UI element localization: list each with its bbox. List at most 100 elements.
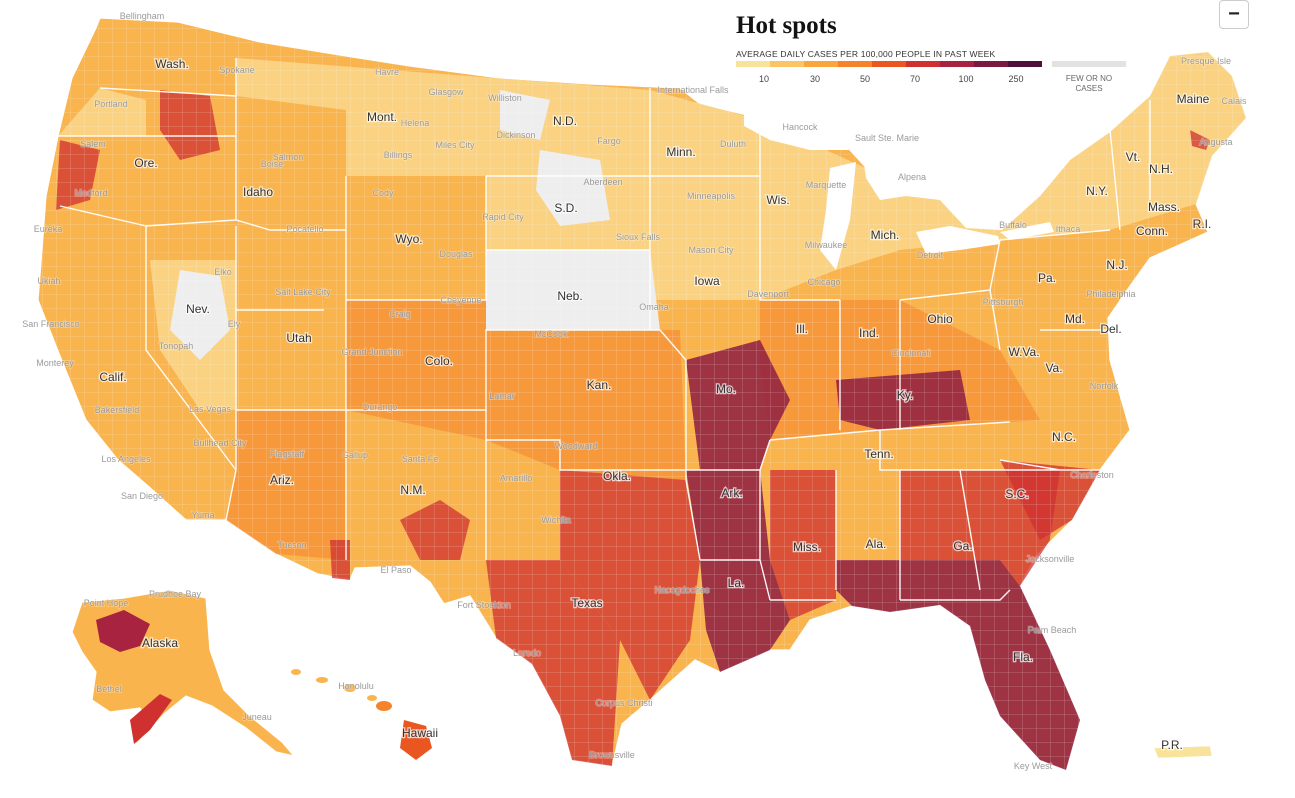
city-label: Glasgow [428,87,464,97]
city-label: Ithaca [1056,224,1081,234]
city-label: Prudhoe Bay [149,589,202,599]
city-label: Craig [389,309,411,319]
city-label: Calais [1221,96,1247,106]
state-label: Ohio [927,312,953,326]
city-label: Grand Junction [341,347,402,357]
state-label: Minn. [666,145,695,159]
legend-swatch [770,61,804,67]
city-label: Jacksonville [1026,554,1075,564]
city-label: Yuma [191,510,214,520]
puerto-rico-shape [1153,745,1213,759]
city-label: Marquette [806,180,847,190]
state-label: Conn. [1136,224,1168,238]
city-label: Durango [363,402,398,412]
city-label: Lamar [489,391,515,401]
state-label: Md. [1065,312,1085,326]
zoom-out-button[interactable]: − [1219,0,1249,29]
city-label: Salmon [273,152,304,162]
city-label: Augusta [1199,137,1232,147]
city-label: Cincinnati [891,348,931,358]
state-label: Ariz. [270,473,294,487]
city-label: Alpena [898,172,926,182]
state-label: Del. [1100,322,1121,336]
state-label: Wyo. [395,232,422,246]
city-label: Santa Fe [402,454,439,464]
state-label: Maine [1177,92,1210,106]
city-label: Gallup [342,450,368,460]
state-borders [58,58,1151,601]
state-label: Okla. [603,469,631,483]
city-label: Palm Beach [1028,625,1077,635]
state-label: Mich. [871,228,900,242]
state-label: Neb. [557,289,582,303]
legend-tick-label: 70 [909,74,921,84]
state-label: Wis. [766,193,789,207]
state-label: N.M. [400,483,425,497]
legend-swatch [872,61,906,67]
state-label: N.Y. [1086,184,1108,198]
state-label: R.I. [1193,217,1212,231]
legend-swatch [940,61,974,67]
city-label: Aberdeen [583,177,622,187]
city-label: Rapid City [482,212,524,222]
city-label: Chicago [807,277,840,287]
state-label: La. [728,576,745,590]
hawaii-shape [291,669,432,760]
alaska-hotspot [96,610,150,652]
city-label: Bellingham [120,11,165,21]
state-label: Pa. [1038,271,1056,285]
state-label: Ga. [953,539,972,553]
city-label: Duluth [720,139,746,149]
city-label: Williston [488,93,522,103]
city-label: El Paso [380,565,411,575]
city-label: Bakersfield [95,405,140,415]
legend-swatch [1008,61,1042,67]
city-label: Bethel [96,684,122,694]
legend-swatch [906,61,940,67]
city-label: Portland [94,99,128,109]
city-label: Pocatello [286,224,323,234]
city-label: Eureka [34,224,63,234]
city-label: Cheyenne [440,295,481,305]
state-label: Wash. [155,57,189,71]
state-label: Nev. [186,302,210,316]
city-label: Woodward [555,441,598,451]
city-label: Sioux Falls [616,232,661,242]
state-label: W.Va. [1008,345,1039,359]
state-label: Mont. [367,110,397,124]
state-label: N.C. [1052,430,1076,444]
city-label-layer: Bellingham Spokane Portland Salem Medford Eur… [21,10,1247,772]
city-label: Pittsburgh [983,297,1024,307]
city-label: Minneapolis [687,191,736,201]
city-label: Medford [74,188,107,198]
city-label: Brownsville [589,750,635,760]
legend-title: Hot spots [736,12,837,39]
city-label: Charleston [1070,470,1114,480]
city-label: Corpus Christi [595,698,652,708]
city-label: Buffalo [999,220,1027,230]
state-label: P.R. [1161,738,1183,752]
city-label: Fort Stockton [457,600,511,610]
city-label: Point Hope [84,598,129,608]
alaska-hotspot-south [130,694,172,744]
city-label: Los Angeles [101,454,151,464]
state-label: Va. [1045,361,1062,375]
legend-tick-label: 30 [809,74,821,84]
city-label: Davenport [747,289,789,299]
state-label: N.J. [1106,258,1127,272]
city-label: Norfolk [1090,381,1119,391]
city-label: Douglas [439,249,473,259]
city-label: Juneau [242,712,272,722]
city-label: Tonopah [159,341,194,351]
state-label: Ark. [721,486,742,500]
state-label: Tenn. [864,447,893,461]
state-label: N.H. [1149,162,1173,176]
city-label: Sault Ste. Marie [855,133,919,143]
legend: Hot spots AVERAGE DAILY CASES PER 100,00… [730,8,1130,104]
city-label: International Falls [657,85,729,95]
legend-swatch [804,61,838,67]
state-label: Idaho [243,185,273,199]
city-label: Detroit [917,250,944,260]
